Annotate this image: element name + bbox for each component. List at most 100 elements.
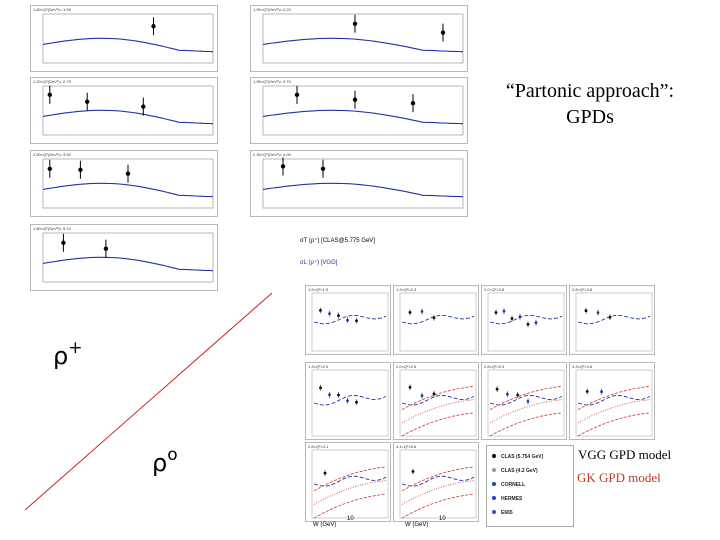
plot-frame [42, 158, 214, 209]
rho-zero-panel: 4.1<Q²<5.6 [393, 442, 479, 522]
vgg-curve [42, 109, 214, 125]
legend-marker [492, 454, 496, 458]
gk-curve [313, 493, 387, 519]
panel-plot [311, 292, 389, 352]
plot-frame [262, 158, 464, 209]
vgg-curve [577, 314, 651, 325]
vgg-curve [313, 314, 387, 325]
panel-plot [311, 369, 389, 437]
gk-curve [401, 466, 475, 492]
data-point [280, 157, 286, 176]
rho-zero-label: ρo [152, 445, 178, 477]
panel-plot [487, 292, 565, 352]
rho-zero-xtick-2: 10 [439, 516, 446, 522]
gk-curve [577, 412, 651, 437]
plot-frame [311, 292, 389, 352]
panel-plot [262, 157, 464, 209]
panel-header: 2.0<Q²<2.6 [396, 364, 417, 369]
vgg-model-label: VGG GPD model [578, 447, 672, 462]
plot-frame [399, 449, 477, 519]
rho-plus-panel: 1.20<Q²(GeV²)< 2.75 [30, 77, 218, 144]
data-point [410, 94, 416, 113]
rho-zero-panel: 2.6<Q²<3.3 [481, 362, 567, 440]
vgg-curve [489, 314, 563, 325]
legend-item: E665 [492, 510, 513, 516]
panel-header: 2.30<Q²(GeV²)< 4.00 [253, 152, 291, 157]
panel-header: 1.3<Q²<2.0 [308, 364, 329, 369]
plot-frame [311, 449, 389, 519]
data-point [352, 90, 358, 109]
plot-frame [575, 369, 653, 437]
vgg-curve [42, 37, 214, 53]
gk-curve [313, 466, 387, 492]
panel-plot [42, 13, 214, 64]
data-point [320, 159, 326, 178]
rho-zero-panel: 2.0<Q²<2.6 [393, 362, 479, 440]
plot-frame [262, 85, 464, 136]
panel-header: 1.20<Q²(GeV²)< 2.75 [33, 79, 71, 84]
title-line-1: “Partonic approach”: [505, 80, 675, 102]
data-point [103, 239, 109, 258]
panel-plot [399, 449, 477, 519]
rho-zero-xlabel-2: W (GeV) [405, 522, 429, 528]
data-point [85, 92, 90, 111]
panel-header: 2.00<Q²(GeV²)< 3.50 [33, 152, 71, 157]
plot-frame [42, 85, 214, 136]
plot-frame [399, 292, 477, 352]
rho-plus-panel: 2.30<Q²(GeV²)< 4.00 [250, 150, 468, 217]
panel-header: 2.0<Q²<2.8 [484, 287, 505, 292]
data-point [151, 17, 156, 36]
rho-zero-panel: 3.3<Q²<4.6 [569, 362, 655, 440]
panel-plot [42, 232, 214, 283]
rho-plus-panel: 1.95<Q²(GeV²)< 3.70 [250, 77, 468, 144]
panel-header: 1.80<Q²(GeV²)< 5.10 [33, 226, 71, 231]
data-point [125, 164, 131, 183]
panel-plot [262, 85, 464, 136]
slide-title: “Partonic approach”: GPDs [455, 78, 720, 130]
legend-item: CLAS (5.754 GeV) [492, 454, 543, 460]
data-point [47, 159, 52, 178]
plot-frame [42, 232, 214, 283]
gk-curve [401, 412, 475, 437]
rho-plus-panel: 1.60<Q²(GeV²)< 1.90 [30, 5, 218, 72]
panel-header: 1.9<Q²<2.3 [396, 287, 417, 292]
data-point [61, 233, 66, 252]
panel-header: 1.60<Q²(GeV²)< 1.90 [33, 7, 71, 12]
title-line-2: GPDs [566, 106, 614, 128]
rho-zero-legend: CLAS (5.754 GeV) CLAS (4.2 GeV) CORNELL … [486, 445, 574, 527]
diagonal-line [24, 292, 273, 511]
rho-zero-panel: 1.3<Q²<2.0 [305, 362, 391, 440]
gk-curve [401, 493, 475, 519]
plot-frame [575, 292, 653, 352]
gk-model-label: GK GPD model [577, 470, 661, 485]
rho-zero-panel: 1.5<Q²<1.9 [305, 285, 391, 355]
panel-header: 2.6<Q²<4.1 [308, 444, 329, 449]
panel-plot [399, 292, 477, 352]
data-point [141, 97, 146, 116]
gk-curve [401, 399, 475, 424]
vgg-curve [577, 395, 651, 406]
vgg-curve [401, 395, 475, 406]
panel-header: 2.8<Q²<3.8 [572, 287, 593, 292]
rho-zero-panel: 2.0<Q²<2.8 [481, 285, 567, 355]
legend-item: HERMES [492, 496, 522, 502]
plot-frame [42, 13, 214, 64]
vgg-curve [262, 182, 464, 198]
legend-marker [492, 510, 496, 514]
gk-curve [489, 399, 563, 424]
panel-header: 4.1<Q²<5.6 [396, 444, 417, 449]
rho-plus-panel: 2.00<Q²(GeV²)< 3.50 [30, 150, 218, 217]
panel-header: 1.5<Q²<1.9 [308, 287, 329, 292]
plot-frame [399, 369, 477, 437]
vgg-curve [262, 109, 464, 125]
vgg-curve [401, 314, 475, 325]
rho-plus-panel: 1.90<Q²(GeV²)< 2.20 [250, 5, 468, 72]
plot-frame [487, 292, 565, 352]
panel-plot [262, 13, 464, 64]
data-point [47, 85, 52, 104]
legend-item: CORNELL [492, 482, 525, 488]
panel-header: 1.95<Q²(GeV²)< 3.70 [253, 79, 291, 84]
panel-plot [311, 449, 389, 519]
panel-plot [575, 292, 653, 352]
legend-marker [492, 496, 496, 500]
